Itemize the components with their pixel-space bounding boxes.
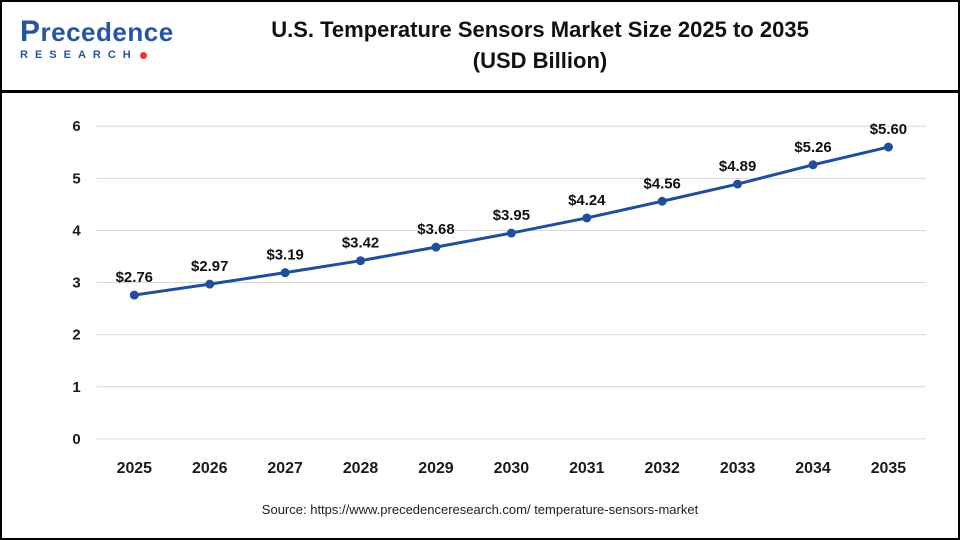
x-tick-label: 2030 bbox=[494, 460, 530, 477]
x-tick-label: 2034 bbox=[795, 460, 831, 477]
chart-title: U.S. Temperature Sensors Market Size 202… bbox=[151, 15, 809, 77]
line-chart: 0 1 2 3 4 5 6 2025 2026 2027 2028 2029 2030 2031 2032 2… bbox=[72, 118, 927, 477]
data-point bbox=[582, 213, 592, 223]
x-tick-label: 2025 bbox=[117, 460, 153, 477]
x-tick-label: 2027 bbox=[267, 460, 303, 477]
y-tick-label: 5 bbox=[72, 170, 80, 187]
y-tick-label: 1 bbox=[72, 379, 80, 396]
x-tick-label: 2031 bbox=[569, 460, 605, 477]
x-tick-label: 2032 bbox=[644, 460, 680, 477]
header: Precedence RESEARCH U.S. Temperature Sen… bbox=[2, 2, 958, 93]
logo-subbrand-text: RESEARCH bbox=[20, 48, 138, 61]
data-label: $3.19 bbox=[266, 247, 303, 264]
data-point bbox=[356, 256, 366, 266]
data-point bbox=[883, 142, 893, 152]
data-label: $3.42 bbox=[342, 235, 379, 252]
data-label: $3.95 bbox=[493, 207, 530, 224]
data-label: $4.89 bbox=[719, 158, 756, 175]
x-tick-label: 2026 bbox=[192, 460, 228, 477]
data-label: $3.68 bbox=[417, 221, 454, 238]
logo-red-dot-icon bbox=[139, 51, 147, 59]
data-label: $2.97 bbox=[191, 258, 228, 275]
x-tick-label: 2029 bbox=[418, 460, 454, 477]
y-tick-label: 0 bbox=[72, 431, 80, 448]
x-tick-label: 2035 bbox=[871, 460, 907, 477]
x-tick-label: 2028 bbox=[343, 460, 379, 477]
data-point bbox=[733, 179, 743, 189]
precedence-logo: Precedence RESEARCH bbox=[20, 16, 210, 61]
logo-brand-text: Precedence bbox=[20, 15, 174, 48]
data-point bbox=[205, 279, 215, 289]
data-label: $2.76 bbox=[116, 269, 153, 286]
data-label: $5.26 bbox=[794, 139, 831, 156]
x-tick-label: 2033 bbox=[720, 460, 756, 477]
data-point bbox=[506, 228, 516, 238]
logo-subbrand-row: RESEARCH bbox=[20, 48, 210, 62]
y-tick-label: 2 bbox=[72, 327, 80, 344]
data-label: $4.24 bbox=[568, 192, 606, 209]
chart-area: 0 1 2 3 4 5 6 2025 2026 2027 2028 2029 2030 2031 2032 2… bbox=[2, 93, 958, 500]
data-point bbox=[280, 268, 290, 278]
data-point bbox=[129, 290, 139, 300]
chart-title-line1: U.S. Temperature Sensors Market Size 202… bbox=[271, 17, 809, 43]
y-tick-label: 4 bbox=[72, 222, 81, 239]
data-point bbox=[431, 242, 441, 252]
y-tick-label: 3 bbox=[72, 275, 80, 292]
data-label: $4.56 bbox=[644, 175, 681, 192]
data-point bbox=[808, 160, 818, 170]
chart-title-line2: (USD Billion) bbox=[472, 48, 608, 73]
data-point bbox=[657, 196, 667, 206]
y-tick-label: 6 bbox=[72, 118, 80, 135]
data-label: $5.60 bbox=[870, 121, 907, 138]
footer: Source: https://www.precedenceresearch.c… bbox=[2, 500, 958, 538]
source-text: Source: https://www.precedenceresearch.c… bbox=[261, 502, 699, 517]
